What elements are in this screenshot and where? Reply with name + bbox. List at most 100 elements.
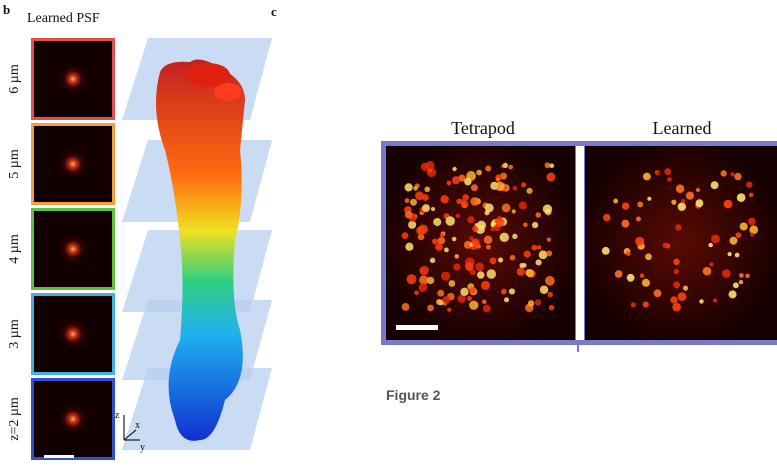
spot [709, 262, 713, 266]
spot [621, 220, 629, 228]
spot [413, 186, 418, 191]
spot [421, 163, 429, 171]
spot [739, 280, 743, 284]
spot [475, 263, 484, 272]
spot [643, 173, 651, 181]
caption: Figure 2 [386, 387, 441, 403]
spot [452, 167, 456, 171]
spot [655, 170, 660, 175]
spot [469, 301, 478, 310]
spot [667, 177, 672, 182]
spot [485, 166, 491, 172]
spot [453, 263, 460, 270]
spot [637, 202, 643, 208]
spot [674, 269, 679, 274]
spot [418, 283, 427, 292]
spot [729, 290, 737, 298]
spot [664, 168, 671, 175]
spot [489, 257, 496, 264]
spot [481, 281, 490, 290]
spot [724, 200, 733, 209]
spot [405, 243, 413, 251]
spot [730, 172, 734, 176]
spot [713, 298, 717, 302]
axis-label: z [115, 410, 120, 421]
spot [526, 269, 534, 277]
spot [735, 253, 740, 258]
spot [467, 296, 472, 301]
spot [733, 282, 739, 288]
spot [476, 170, 482, 176]
spot [536, 212, 541, 217]
spot [678, 203, 686, 211]
panel-title: Learned PSF [27, 11, 100, 26]
spot [615, 270, 623, 278]
spot [440, 233, 444, 237]
spot [460, 288, 468, 296]
psf-spot [59, 65, 87, 93]
spot [711, 234, 720, 243]
tetrapod-image [386, 146, 575, 340]
spot [509, 288, 515, 294]
spot [433, 218, 441, 226]
spot [640, 273, 645, 278]
spot [427, 277, 434, 284]
spot [521, 182, 526, 187]
spot [416, 226, 425, 235]
spot [543, 204, 552, 213]
spot [678, 292, 687, 301]
spot [410, 199, 417, 206]
spot [663, 242, 669, 248]
spot [470, 197, 479, 206]
spot [485, 203, 494, 212]
spot [537, 245, 542, 250]
spot [740, 222, 748, 230]
spot [414, 291, 418, 295]
spot [531, 245, 537, 251]
spot [513, 186, 518, 191]
spot [547, 237, 551, 241]
spot [675, 224, 681, 230]
spot [673, 259, 680, 266]
spot [549, 305, 555, 311]
spot [645, 253, 652, 260]
spot [626, 251, 631, 256]
spot [496, 177, 501, 182]
spot [672, 303, 681, 312]
spot [696, 199, 704, 207]
spot [484, 235, 493, 244]
spot [483, 305, 491, 313]
spot [424, 186, 430, 192]
spot [427, 305, 434, 312]
spot [539, 250, 548, 259]
spot [536, 259, 542, 265]
spot [502, 204, 511, 213]
spot [405, 211, 412, 218]
spot [729, 237, 737, 245]
spot [471, 184, 478, 191]
spot [446, 216, 455, 225]
spot [469, 287, 476, 294]
axis-label: y [140, 442, 145, 453]
spot [444, 247, 449, 252]
spot [647, 197, 651, 201]
spot [408, 221, 416, 229]
spot [635, 237, 644, 246]
spot [447, 308, 451, 312]
spot [442, 296, 450, 304]
spot [496, 218, 505, 227]
spot [402, 232, 409, 239]
spot [504, 297, 509, 302]
panel-label: c [271, 4, 277, 19]
spot [522, 263, 527, 268]
spot [613, 199, 618, 204]
spot [745, 274, 749, 278]
spot [495, 181, 504, 190]
depth-label: 5 µm [7, 149, 22, 179]
spot [524, 250, 531, 257]
spot [749, 225, 758, 234]
spot [602, 247, 610, 255]
spot [627, 274, 635, 282]
psf-spot [59, 405, 87, 433]
spot [448, 280, 455, 287]
